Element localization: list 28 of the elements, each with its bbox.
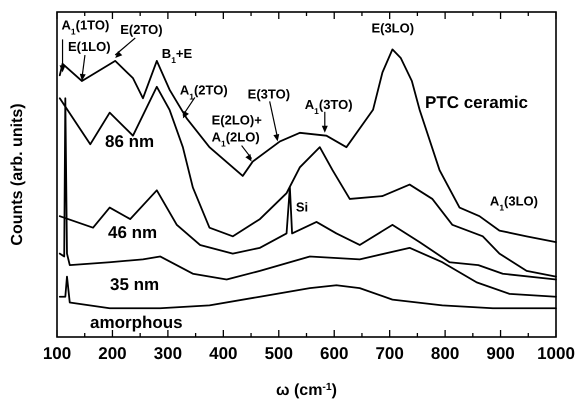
x-axis-title: ω (cm$^{-1}$) [276, 382, 337, 399]
annotation: A$_{1}$(2TO) [180, 82, 228, 102]
annotation: E(3LO) [371, 20, 414, 36]
x-tick-label: 500 [264, 344, 293, 363]
series-label: 46 nm [108, 223, 158, 242]
y-axis-title: Counts (arb. units) [9, 103, 26, 246]
annotation: A$_{1}$(3TO) [304, 96, 353, 116]
annotation: E(2LO)+ A$_{1}$(2LO) [212, 112, 262, 149]
series-label: PTC ceramic [425, 93, 528, 112]
x-tick-label: 1000 [537, 344, 575, 363]
x-tick-label: 700 [375, 344, 404, 363]
annotation: A$_{1}$(3LO) [490, 193, 538, 212]
series-label: 86 nm [105, 132, 154, 151]
annotation: E(2TO) [120, 22, 163, 38]
series-label: amorphous [90, 313, 183, 332]
x-tick-label: 900 [486, 344, 515, 363]
annotation: Si [296, 199, 308, 214]
x-tick-label: 600 [320, 344, 348, 363]
x-tick-label: 300 [154, 344, 182, 363]
x-tick-label: 400 [209, 344, 238, 363]
annotation: B$_{1}$+E [162, 46, 192, 65]
series-label: 35 nm [110, 275, 160, 294]
x-tick-label: 100 [42, 344, 72, 363]
x-tick-label: 800 [430, 344, 460, 363]
annotation: E(3TO) [248, 86, 290, 102]
x-tick-label: 200 [98, 344, 127, 363]
annotation: A$_{1}$(1TO) [62, 17, 110, 36]
annotation: E(1LO) [68, 39, 111, 54]
